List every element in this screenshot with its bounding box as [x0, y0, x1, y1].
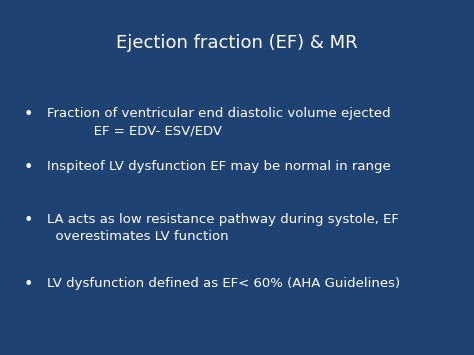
Text: •: •: [24, 277, 33, 292]
Text: Ejection fraction (EF) & MR: Ejection fraction (EF) & MR: [116, 34, 358, 51]
Text: •: •: [24, 160, 33, 175]
Text: •: •: [24, 106, 33, 121]
Text: LA acts as low resistance pathway during systole, EF
  overestimates LV function: LA acts as low resistance pathway during…: [47, 213, 399, 244]
Text: •: •: [24, 213, 33, 228]
Text: LV dysfunction defined as EF< 60% (AHA Guidelines): LV dysfunction defined as EF< 60% (AHA G…: [47, 277, 401, 290]
Text: Inspiteof LV dysfunction EF may be normal in range: Inspiteof LV dysfunction EF may be norma…: [47, 160, 391, 173]
Text: Fraction of ventricular end diastolic volume ejected
           EF = EDV- ESV/ED: Fraction of ventricular end diastolic vo…: [47, 106, 391, 137]
